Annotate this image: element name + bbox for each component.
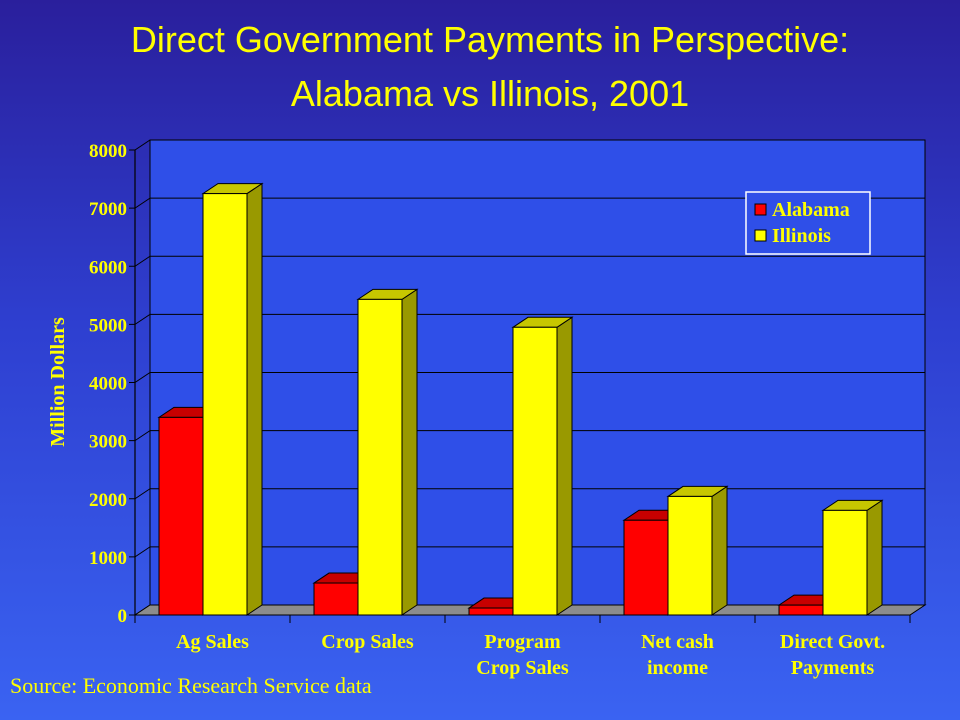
side-wall-line <box>134 197 151 209</box>
x-tick-label: Crop Sales <box>321 631 414 653</box>
y-tick-label: 8000 <box>89 141 127 162</box>
side-wall-line <box>134 313 151 325</box>
x-tick-label: Direct Govt. <box>780 631 885 653</box>
chart-title-line-2: Alabama vs Illinois, 2001 <box>290 73 690 114</box>
bar-side-face <box>866 499 883 616</box>
side-wall-line <box>134 488 151 500</box>
side-wall-line <box>134 255 151 267</box>
bar-front-face <box>623 519 669 616</box>
y-tick-label: 4000 <box>89 374 127 395</box>
x-tick-label: Net cash <box>641 631 714 653</box>
side-wall-line <box>134 372 151 383</box>
bar-illinois <box>356 288 419 616</box>
x-tick-label: Crop Sales <box>476 657 569 679</box>
bar-illinois <box>511 316 574 616</box>
y-tick-label: 0 <box>118 606 128 627</box>
bar-illinois <box>666 485 729 616</box>
y-tick-label: 2000 <box>89 490 127 511</box>
y-tick-label: 7000 <box>89 199 127 220</box>
bar-front-face <box>357 298 403 616</box>
bar-side-face <box>246 182 263 616</box>
side-wall-line <box>134 139 151 151</box>
y-tick-label: 3000 <box>89 432 127 453</box>
legend-swatch <box>754 203 767 216</box>
bar-side-face <box>556 316 573 616</box>
bar-front-face <box>202 193 248 616</box>
chart-title-line-1: Direct Government Payments in Perspectiv… <box>130 19 850 60</box>
bar-front-face <box>512 326 558 616</box>
y-tick-label: 5000 <box>89 315 127 336</box>
bar-side-face <box>711 485 728 616</box>
bar-front-face <box>468 607 514 616</box>
bar-side-face <box>401 288 418 616</box>
bars <box>157 182 884 616</box>
legend-box <box>745 191 871 255</box>
bar-front-face <box>313 582 359 616</box>
bar-front-face <box>158 416 204 616</box>
bar-illinois <box>821 499 884 616</box>
bar-front-face <box>667 495 713 616</box>
side-wall-line <box>134 546 151 558</box>
bar-illinois <box>201 182 264 616</box>
x-tick-label: income <box>647 657 708 679</box>
y-tick-label: 1000 <box>89 548 127 569</box>
axis-labels: 0 1000 2000 3000 4000 5000 6000 7000 8000 Ag Sale… <box>47 141 885 679</box>
legend: Alabama Illinois <box>745 191 871 255</box>
bar-front-face <box>822 509 868 616</box>
bar-front-face <box>778 604 824 616</box>
legend-swatch <box>754 229 767 242</box>
y-tick-label: 6000 <box>89 257 127 278</box>
source-note: Source: Economic Research Service data <box>10 673 372 698</box>
y-axis-title: Million Dollars <box>47 317 69 447</box>
side-wall-line <box>134 430 151 442</box>
x-tick-label: Ag Sales <box>176 631 249 653</box>
legend-label: Alabama <box>772 199 850 221</box>
x-tick-label: Program <box>484 631 561 653</box>
x-tick-label: Payments <box>791 657 875 679</box>
legend-label: Illinois <box>772 225 831 247</box>
